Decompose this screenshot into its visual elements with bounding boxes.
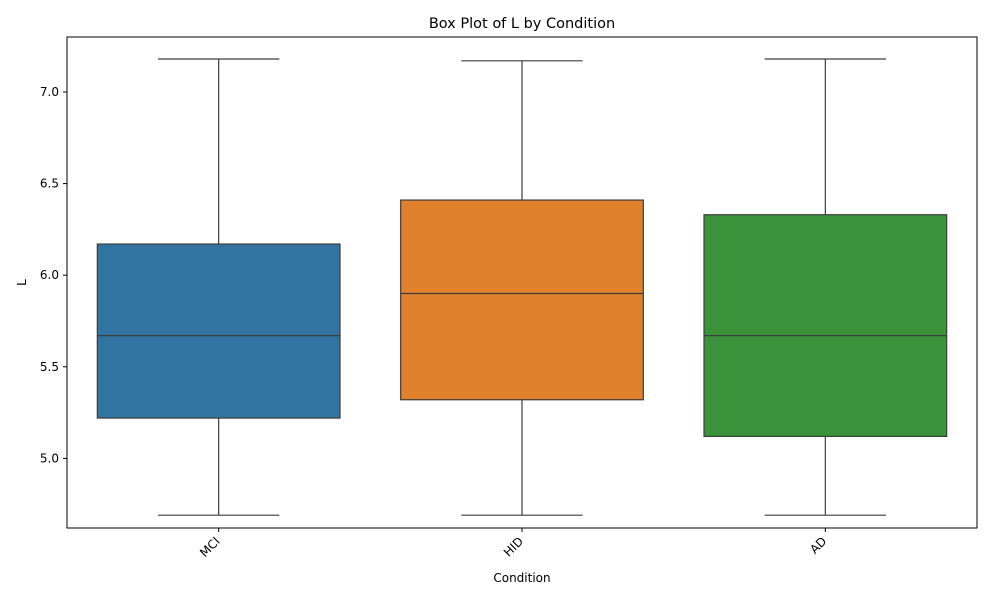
y-tick-label: 5.5 [40, 360, 59, 374]
x-tick-label: MCI [197, 534, 223, 560]
box-group-mci [96, 58, 341, 516]
y-tick-label: 5.0 [40, 451, 59, 465]
box-group-ad [703, 58, 948, 516]
box-iqr [96, 243, 341, 419]
y-axis-title: L [15, 279, 29, 286]
y-tick-label: 6.0 [40, 268, 59, 282]
chart-title: Box Plot of L by Condition [429, 16, 615, 32]
box-iqr [400, 199, 644, 401]
y-tick-label: 6.5 [40, 177, 59, 191]
plot-area: 5.0 5.5 6.0 6.5 7.0 MCI HID AD [40, 36, 978, 560]
x-tick-label: HID [501, 534, 526, 559]
x-axis-title: Condition [493, 571, 550, 585]
y-tick-label: 7.0 [40, 85, 59, 99]
box-iqr [703, 214, 948, 437]
box-group-hid [400, 60, 644, 516]
x-tick-label: AD [807, 534, 829, 556]
